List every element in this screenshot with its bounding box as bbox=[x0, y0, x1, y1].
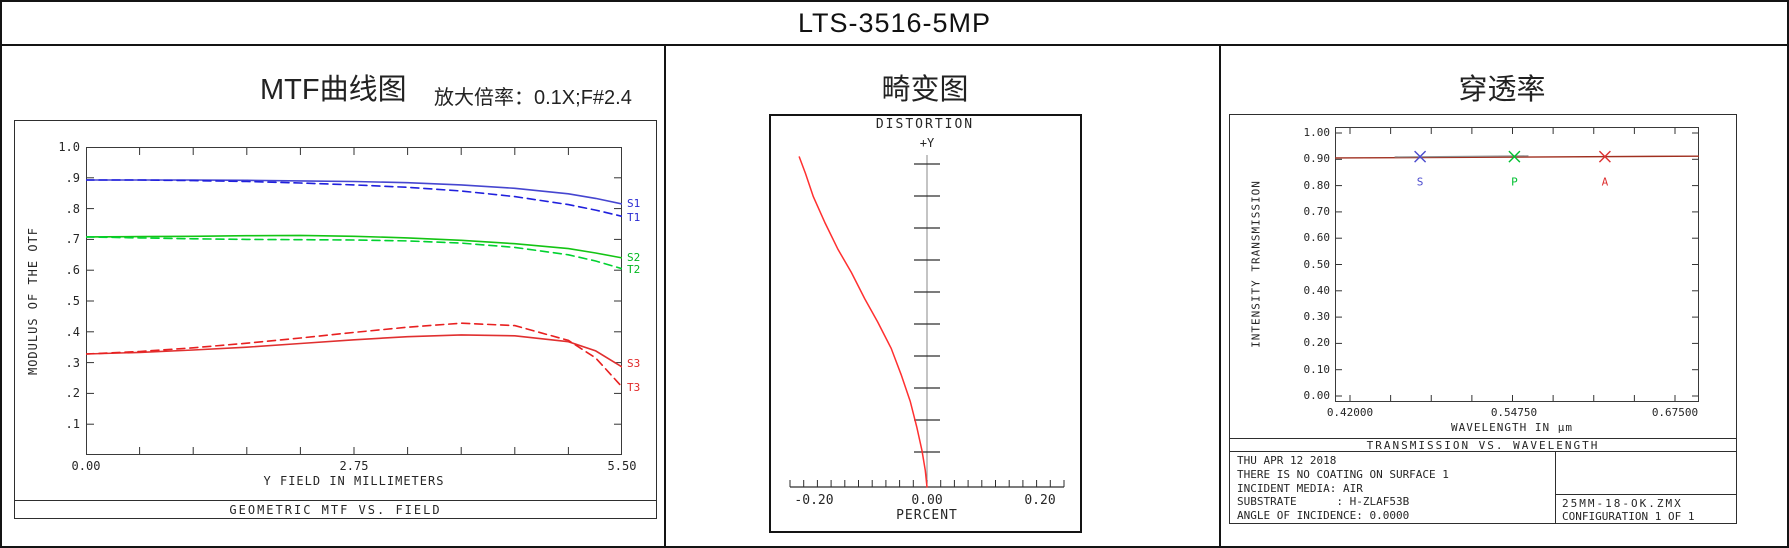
distortion-x-axis-title: PERCENT bbox=[896, 508, 958, 523]
mtf-x-tick: 2.75 bbox=[339, 459, 369, 473]
transmission-x-tick: 0.54750 bbox=[1490, 406, 1538, 419]
transmission-x-axis-title: WAVELENGTH IN µm bbox=[1451, 421, 1573, 434]
configuration-label: CONFIGURATION 1 OF 1 bbox=[1562, 510, 1695, 523]
mtf-footer-banner: GEOMETRIC MTF VS. FIELD bbox=[15, 500, 656, 518]
transmission-y-tick: 0.10 bbox=[1303, 362, 1331, 376]
mtf-y-tick: .8 bbox=[65, 201, 80, 216]
mtf-y-tick: 1.0 bbox=[58, 140, 80, 154]
title-bar: LTS-3516-5MP bbox=[2, 2, 1787, 46]
transmission-y-tick: 0.80 bbox=[1303, 178, 1331, 192]
distortion-chart bbox=[789, 155, 1065, 488]
mtf-series-label-T2: T2 bbox=[627, 263, 641, 276]
svg-text:S: S bbox=[1417, 176, 1424, 189]
transmission-y-tick: 0.20 bbox=[1303, 336, 1331, 350]
transmission-info-line: INCIDENT MEDIA: AIR bbox=[1237, 481, 1363, 495]
mtf-y-tick: .5 bbox=[65, 294, 80, 308]
transmission-x-tick: 0.67500 bbox=[1651, 406, 1699, 419]
transmission-y-tick: 0.60 bbox=[1303, 231, 1331, 245]
transmission-info-line: SUBSTRATE : H-ZLAF53B bbox=[1237, 495, 1410, 509]
transmission-info-line: THU APR 12 2018 bbox=[1237, 454, 1337, 467]
mtf-y-tick: .7 bbox=[65, 232, 80, 247]
mtf-series-label-S3: S3 bbox=[627, 357, 641, 370]
mtf-series-label-T3: T3 bbox=[627, 381, 641, 394]
transmission-window-frame bbox=[1229, 114, 1737, 524]
page-title: LTS-3516-5MP bbox=[797, 7, 992, 38]
mtf-panel-subtitle: 放大倍率：0.1X;F#2.4 bbox=[434, 87, 632, 109]
transmission-y-tick: 0.00 bbox=[1303, 389, 1331, 402]
transmission-y-tick: 0.70 bbox=[1303, 204, 1331, 218]
mtf-window-frame bbox=[14, 120, 657, 519]
mtf-series-label-S2: S2 bbox=[627, 251, 641, 264]
distortion-axis-top-label: +Y bbox=[919, 136, 935, 150]
mtf-panel-title: MTF曲线图 bbox=[260, 74, 407, 106]
transmission-y-tick: 1.00 bbox=[1303, 126, 1331, 139]
info-box-divider-vertical bbox=[1555, 452, 1556, 524]
mtf-y-tick: .4 bbox=[65, 324, 80, 339]
transmission-y-tick: 0.90 bbox=[1303, 152, 1331, 166]
mtf-x-tick: 5.50 bbox=[607, 459, 637, 473]
svg-text:A: A bbox=[1602, 176, 1609, 189]
mtf-y-tick: .6 bbox=[65, 263, 80, 278]
distortion-x-tick: -0.20 bbox=[794, 493, 834, 508]
mtf-x-axis-title: Y FIELD IN MILLIMETERS bbox=[263, 474, 445, 488]
transmission-banner-text: TRANSMISSION VS. WAVELENGTH bbox=[1366, 438, 1600, 452]
distortion-x-tick: 0.20 bbox=[1024, 493, 1056, 508]
mtf-y-tick: .1 bbox=[65, 417, 80, 432]
mtf-x-tick: 0.00 bbox=[71, 459, 101, 473]
transmission-info-block: THU APR 12 2018 THERE IS NO COATING ON SU… bbox=[1237, 454, 1449, 523]
transmission-y-tick: 0.30 bbox=[1303, 310, 1331, 324]
distortion-window-frame bbox=[769, 114, 1082, 533]
mtf-y-tick: .3 bbox=[65, 355, 80, 370]
svg-text:P: P bbox=[1511, 176, 1518, 189]
transmission-banner: TRANSMISSION VS. WAVELENGTH bbox=[1229, 438, 1737, 452]
distortion-x-tick: 0.00 bbox=[911, 493, 943, 508]
transmission-panel-title: 穿透率 bbox=[1458, 74, 1546, 106]
info-box-divider-horizontal bbox=[1555, 494, 1737, 495]
mtf-y-axis-title: MODULUS OF THE OTF bbox=[26, 226, 40, 376]
panel-divider-left bbox=[664, 46, 666, 546]
transmission-x-tick: 0.42000 bbox=[1326, 406, 1374, 419]
transmission-y-tick: 0.40 bbox=[1303, 283, 1331, 297]
mtf-chart bbox=[86, 147, 622, 455]
distortion-chart-title: DISTORTION bbox=[875, 117, 975, 132]
mtf-y-tick: .9 bbox=[65, 170, 80, 185]
mtf-series-label-T1: T1 bbox=[627, 211, 641, 224]
mtf-y-tick: .2 bbox=[65, 386, 80, 401]
distortion-panel-title: 畸变图 bbox=[881, 74, 969, 106]
transmission-y-axis-title: INTENSITY TRANSMISSION bbox=[1249, 180, 1263, 348]
mtf-footer-text: GEOMETRIC MTF VS. FIELD bbox=[229, 502, 442, 517]
panel-divider-right bbox=[1219, 46, 1221, 546]
zemax-file-name: 25MM-18-OK.ZMX bbox=[1562, 497, 1683, 510]
transmission-info-line: ANGLE OF INCIDENCE: 0.0000 bbox=[1237, 509, 1410, 523]
transmission-y-tick: 0.50 bbox=[1303, 257, 1331, 271]
transmission-info-line: THERE IS NO COATING ON SURFACE 1 bbox=[1237, 467, 1449, 481]
mtf-series-label-S1: S1 bbox=[627, 197, 641, 210]
